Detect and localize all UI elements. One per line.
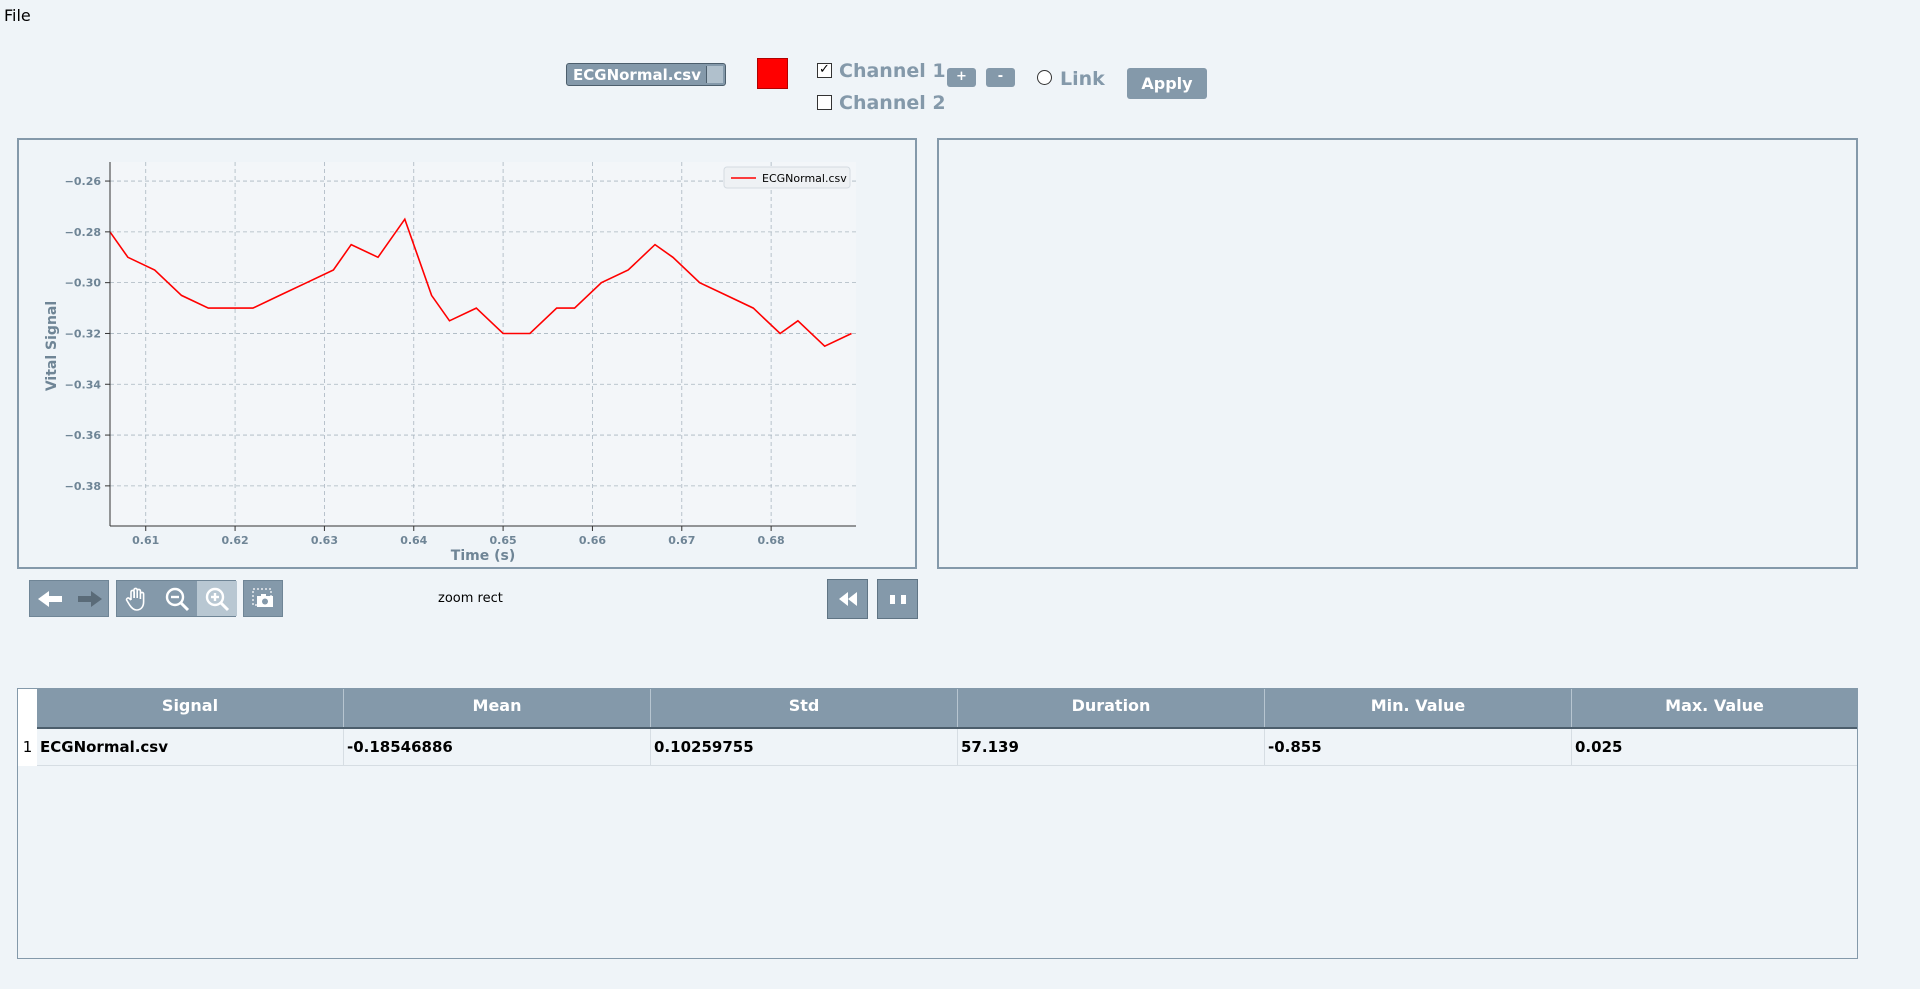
table-header: Signal Mean Std Duration Min. Value Max.…: [37, 689, 1857, 729]
channel1-label: Channel 1: [839, 60, 946, 82]
menu-file[interactable]: File: [4, 6, 31, 25]
zoom-status-text: zoom rect: [438, 591, 503, 606]
zoom-in-icon: [205, 587, 230, 611]
back-arrow-icon: [38, 590, 62, 607]
link-radio[interactable]: [1037, 70, 1052, 85]
add-channel-button[interactable]: +: [947, 68, 976, 87]
back-button[interactable]: [30, 581, 70, 616]
legend-label: ECGNormal.csv: [762, 172, 847, 185]
pause-icon: [889, 595, 906, 604]
menu-bar: File: [0, 0, 1920, 30]
color-picker-button[interactable]: [757, 58, 788, 89]
rewind-button[interactable]: [827, 579, 868, 619]
x-tick-label: 0.67: [668, 534, 695, 547]
column-header-signal[interactable]: Signal: [37, 689, 344, 727]
x-tick-label: 0.68: [758, 534, 785, 547]
signal-chart-panel: 0.61 0.62 0.63 0.64 0.65 0.66 0.67 0.68 −0.26 −0.…: [17, 138, 917, 569]
file-select[interactable]: ECGNormal.csv: [566, 63, 726, 86]
column-header-mean[interactable]: Mean: [344, 689, 651, 727]
screenshot-icon: [252, 587, 273, 607]
y-tick-label: −0.36: [65, 429, 102, 442]
x-tick-label: 0.61: [132, 534, 159, 547]
navigation-tool-group: [116, 580, 237, 617]
signal-chart[interactable]: 0.61 0.62 0.63 0.64 0.65 0.66 0.67 0.68 −0.26 −0.…: [19, 140, 915, 567]
legend: ECGNormal.csv: [723, 166, 851, 189]
rewind-icon: [838, 592, 857, 606]
cell-max-value[interactable]: 0.025: [1575, 738, 1623, 756]
cell-signal[interactable]: ECGNormal.csv: [37, 729, 344, 765]
pause-button[interactable]: [877, 579, 918, 619]
x-tick-label: 0.66: [579, 534, 606, 547]
screenshot-button[interactable]: [244, 581, 284, 616]
cell-mean[interactable]: -0.18546886: [344, 729, 651, 765]
x-tick-label: 0.63: [311, 534, 338, 547]
apply-button[interactable]: Apply: [1127, 68, 1207, 99]
y-tick-label: −0.26: [65, 175, 102, 188]
cell-min-value[interactable]: -0.855: [1265, 729, 1572, 765]
zoom-in-button[interactable]: [197, 581, 237, 616]
row-header[interactable]: 1: [18, 729, 37, 766]
table-corner[interactable]: [18, 689, 37, 729]
plot-area: [110, 162, 856, 526]
y-tick-label: −0.34: [65, 378, 102, 391]
cell-std[interactable]: 0.10259755: [651, 729, 958, 765]
x-tick-label: 0.65: [490, 534, 517, 547]
column-header-std[interactable]: Std: [651, 689, 958, 727]
pan-button[interactable]: [117, 581, 157, 616]
file-select-value: ECGNormal.csv: [573, 66, 702, 84]
channel2-checkbox[interactable]: [817, 95, 832, 110]
screenshot-tool-group: [243, 580, 283, 617]
channel1-checkbox[interactable]: ✓: [817, 63, 832, 78]
forward-arrow-icon: [78, 590, 102, 607]
remove-channel-button[interactable]: -: [986, 68, 1015, 87]
channel2-label: Channel 2: [839, 92, 946, 114]
secondary-chart-panel[interactable]: [937, 138, 1858, 569]
y-tick-label: −0.32: [65, 327, 101, 340]
y-tick-label: −0.38: [65, 480, 101, 493]
history-tool-group: [29, 580, 109, 617]
cell-duration[interactable]: 57.139: [958, 729, 1265, 765]
link-label: Link: [1060, 68, 1105, 90]
forward-button[interactable]: [70, 581, 110, 616]
statistics-table: Signal Mean Std Duration Min. Value Max.…: [17, 688, 1858, 959]
dropdown-arrow-icon: [706, 66, 723, 83]
y-tick-label: −0.28: [65, 226, 101, 239]
y-axis-label: Vital Signal: [44, 301, 60, 391]
table-row[interactable]: ECGNormal.csv -0.18546886 0.10259755 57.…: [37, 729, 1857, 766]
pan-hand-icon: [125, 587, 145, 611]
column-header-min-value[interactable]: Min. Value: [1265, 689, 1572, 727]
column-header-duration[interactable]: Duration: [958, 689, 1265, 727]
series-line-ecgnormal: [109, 217, 852, 348]
y-tick-label: −0.30: [65, 277, 102, 290]
column-header-max-value[interactable]: Max. Value: [1665, 696, 1764, 715]
x-axis-label: Time (s): [451, 548, 515, 564]
x-tick-label: 0.62: [222, 534, 249, 547]
x-tick-label: 0.64: [400, 534, 427, 547]
zoom-out-button[interactable]: [157, 581, 197, 616]
zoom-out-icon: [165, 587, 190, 611]
